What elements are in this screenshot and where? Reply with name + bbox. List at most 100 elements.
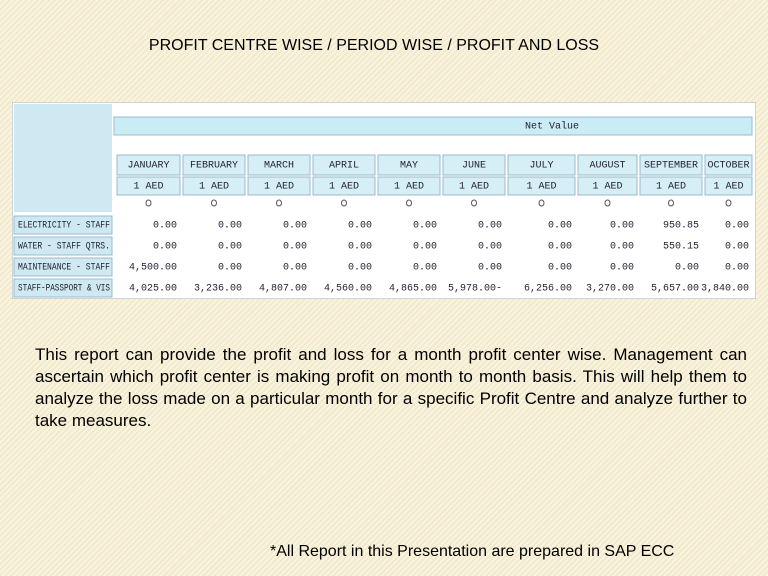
unit-label: 1 AED [656, 182, 686, 193]
cell-value: 3,236.00 [194, 284, 242, 295]
unit-cell [116, 176, 181, 196]
unit-cell [507, 176, 576, 196]
cell-value: 0.00 [725, 221, 749, 232]
cell-value: 0.00 [610, 242, 634, 253]
cell-value: 5,978.00- [448, 284, 502, 295]
column-marker [406, 199, 412, 207]
month-cell [377, 154, 441, 176]
cell-value: 0.00 [675, 263, 699, 274]
column-marker [725, 199, 732, 207]
column-marker [211, 199, 217, 207]
month-label: FEBRUARY [190, 161, 238, 172]
unit-label: 1 AED [459, 182, 489, 193]
unit-cell [577, 176, 638, 196]
month-cell [247, 154, 311, 176]
cell-value: 5,657.00 [651, 284, 699, 295]
header-band [113, 116, 753, 136]
unit-cell [442, 176, 506, 196]
unit-label: 1 AED [133, 182, 163, 193]
column-marker [538, 199, 545, 207]
cell-value: 0.00 [413, 221, 437, 232]
cell-value: 4,025.00 [129, 284, 177, 295]
cell-value: 0.00 [153, 221, 177, 232]
cell-value: 0.00 [283, 221, 307, 232]
column-marker [341, 199, 347, 207]
description: This report can provide the profit and l… [35, 345, 747, 430]
month-label: JUNE [462, 161, 486, 172]
row-label: MAINTENANCE - STAFF [18, 263, 110, 274]
month-label: APRIL [329, 161, 359, 172]
row-label: WATER - STAFF QTRS. [18, 242, 110, 253]
month-label: OCTOBER [707, 161, 749, 172]
month-cell [577, 154, 638, 176]
month-label: MARCH [264, 161, 294, 172]
cell-value: 0.00 [548, 263, 572, 274]
unit-label: 1 AED [592, 182, 622, 193]
row-label-cell [13, 278, 113, 298]
cell-value: 0.00 [725, 263, 749, 274]
unit-cell [182, 176, 246, 196]
cell-value: 3,840.00 [701, 284, 749, 295]
row-label: STAFF-PASSPORT & VIS [18, 284, 110, 295]
cell-value: 0.00 [413, 242, 437, 253]
cell-value: 0.00 [153, 242, 177, 253]
cell-value: 4,807.00 [259, 284, 307, 295]
row-label-cell [13, 215, 113, 235]
cell-value: 950.85 [663, 221, 699, 232]
unit-cell [639, 176, 703, 196]
corner-cell [14, 104, 112, 212]
row-label-cell [13, 257, 113, 277]
month-cell [507, 154, 576, 176]
unit-cell [312, 176, 376, 196]
month-label: MAY [400, 161, 418, 172]
column-marker [276, 199, 282, 207]
cell-value: 0.00 [283, 242, 307, 253]
month-label: JANUARY [127, 161, 169, 172]
cell-value: 0.00 [218, 242, 242, 253]
cell-value: 0.00 [478, 221, 502, 232]
cell-value: 0.00 [725, 242, 749, 253]
cell-value: 0.00 [218, 263, 242, 274]
cell-value: 4,560.00 [324, 284, 372, 295]
cell-value: 0.00 [548, 242, 572, 253]
unit-label: 1 AED [329, 182, 359, 193]
unit-label: 1 AED [713, 182, 743, 193]
cell-value: 0.00 [218, 221, 242, 232]
month-label: SEPTEMBER [644, 161, 698, 172]
cell-value: 4,865.00 [389, 284, 437, 295]
header-text: Net Value [525, 121, 579, 133]
month-cell [312, 154, 376, 176]
row-label-cell [13, 236, 113, 256]
cell-value: 0.00 [348, 263, 372, 274]
column-marker [668, 199, 674, 207]
unit-cell [377, 176, 441, 196]
cell-value: 0.00 [283, 263, 307, 274]
slide-title: PROFIT CENTRE WISE / PERIOD WISE / PROFI… [0, 37, 768, 55]
footnote: *All Report in this Presentation are pre… [270, 543, 675, 560]
cell-value: 0.00 [548, 221, 572, 232]
cell-value: 0.00 [478, 263, 502, 274]
month-cell [116, 154, 181, 176]
cell-value: 0.00 [478, 242, 502, 253]
row-label: ELECTRICITY - STAFF [18, 221, 110, 232]
unit-label: 1 AED [264, 182, 294, 193]
cell-value: 550.15 [663, 242, 699, 253]
unit-label: 1 AED [199, 182, 229, 193]
month-cell [442, 154, 506, 176]
month-label: JULY [529, 161, 553, 172]
month-cell [182, 154, 246, 176]
cell-value: 0.00 [610, 263, 634, 274]
unit-label: 1 AED [526, 182, 556, 193]
column-marker [471, 199, 477, 207]
column-marker [604, 199, 611, 207]
cell-value: 0.00 [413, 263, 437, 274]
month-cell [704, 154, 753, 176]
unit-cell [704, 176, 753, 196]
month-label: AUGUST [589, 161, 625, 172]
cell-value: 3,270.00 [586, 284, 634, 295]
title-text: PROFIT CENTRE WISE / PERIOD WISE / PROFI… [148, 37, 600, 54]
cell-value: 6,256.00 [524, 284, 572, 295]
cell-value: 4,500.00 [129, 263, 177, 274]
column-marker [145, 199, 152, 207]
